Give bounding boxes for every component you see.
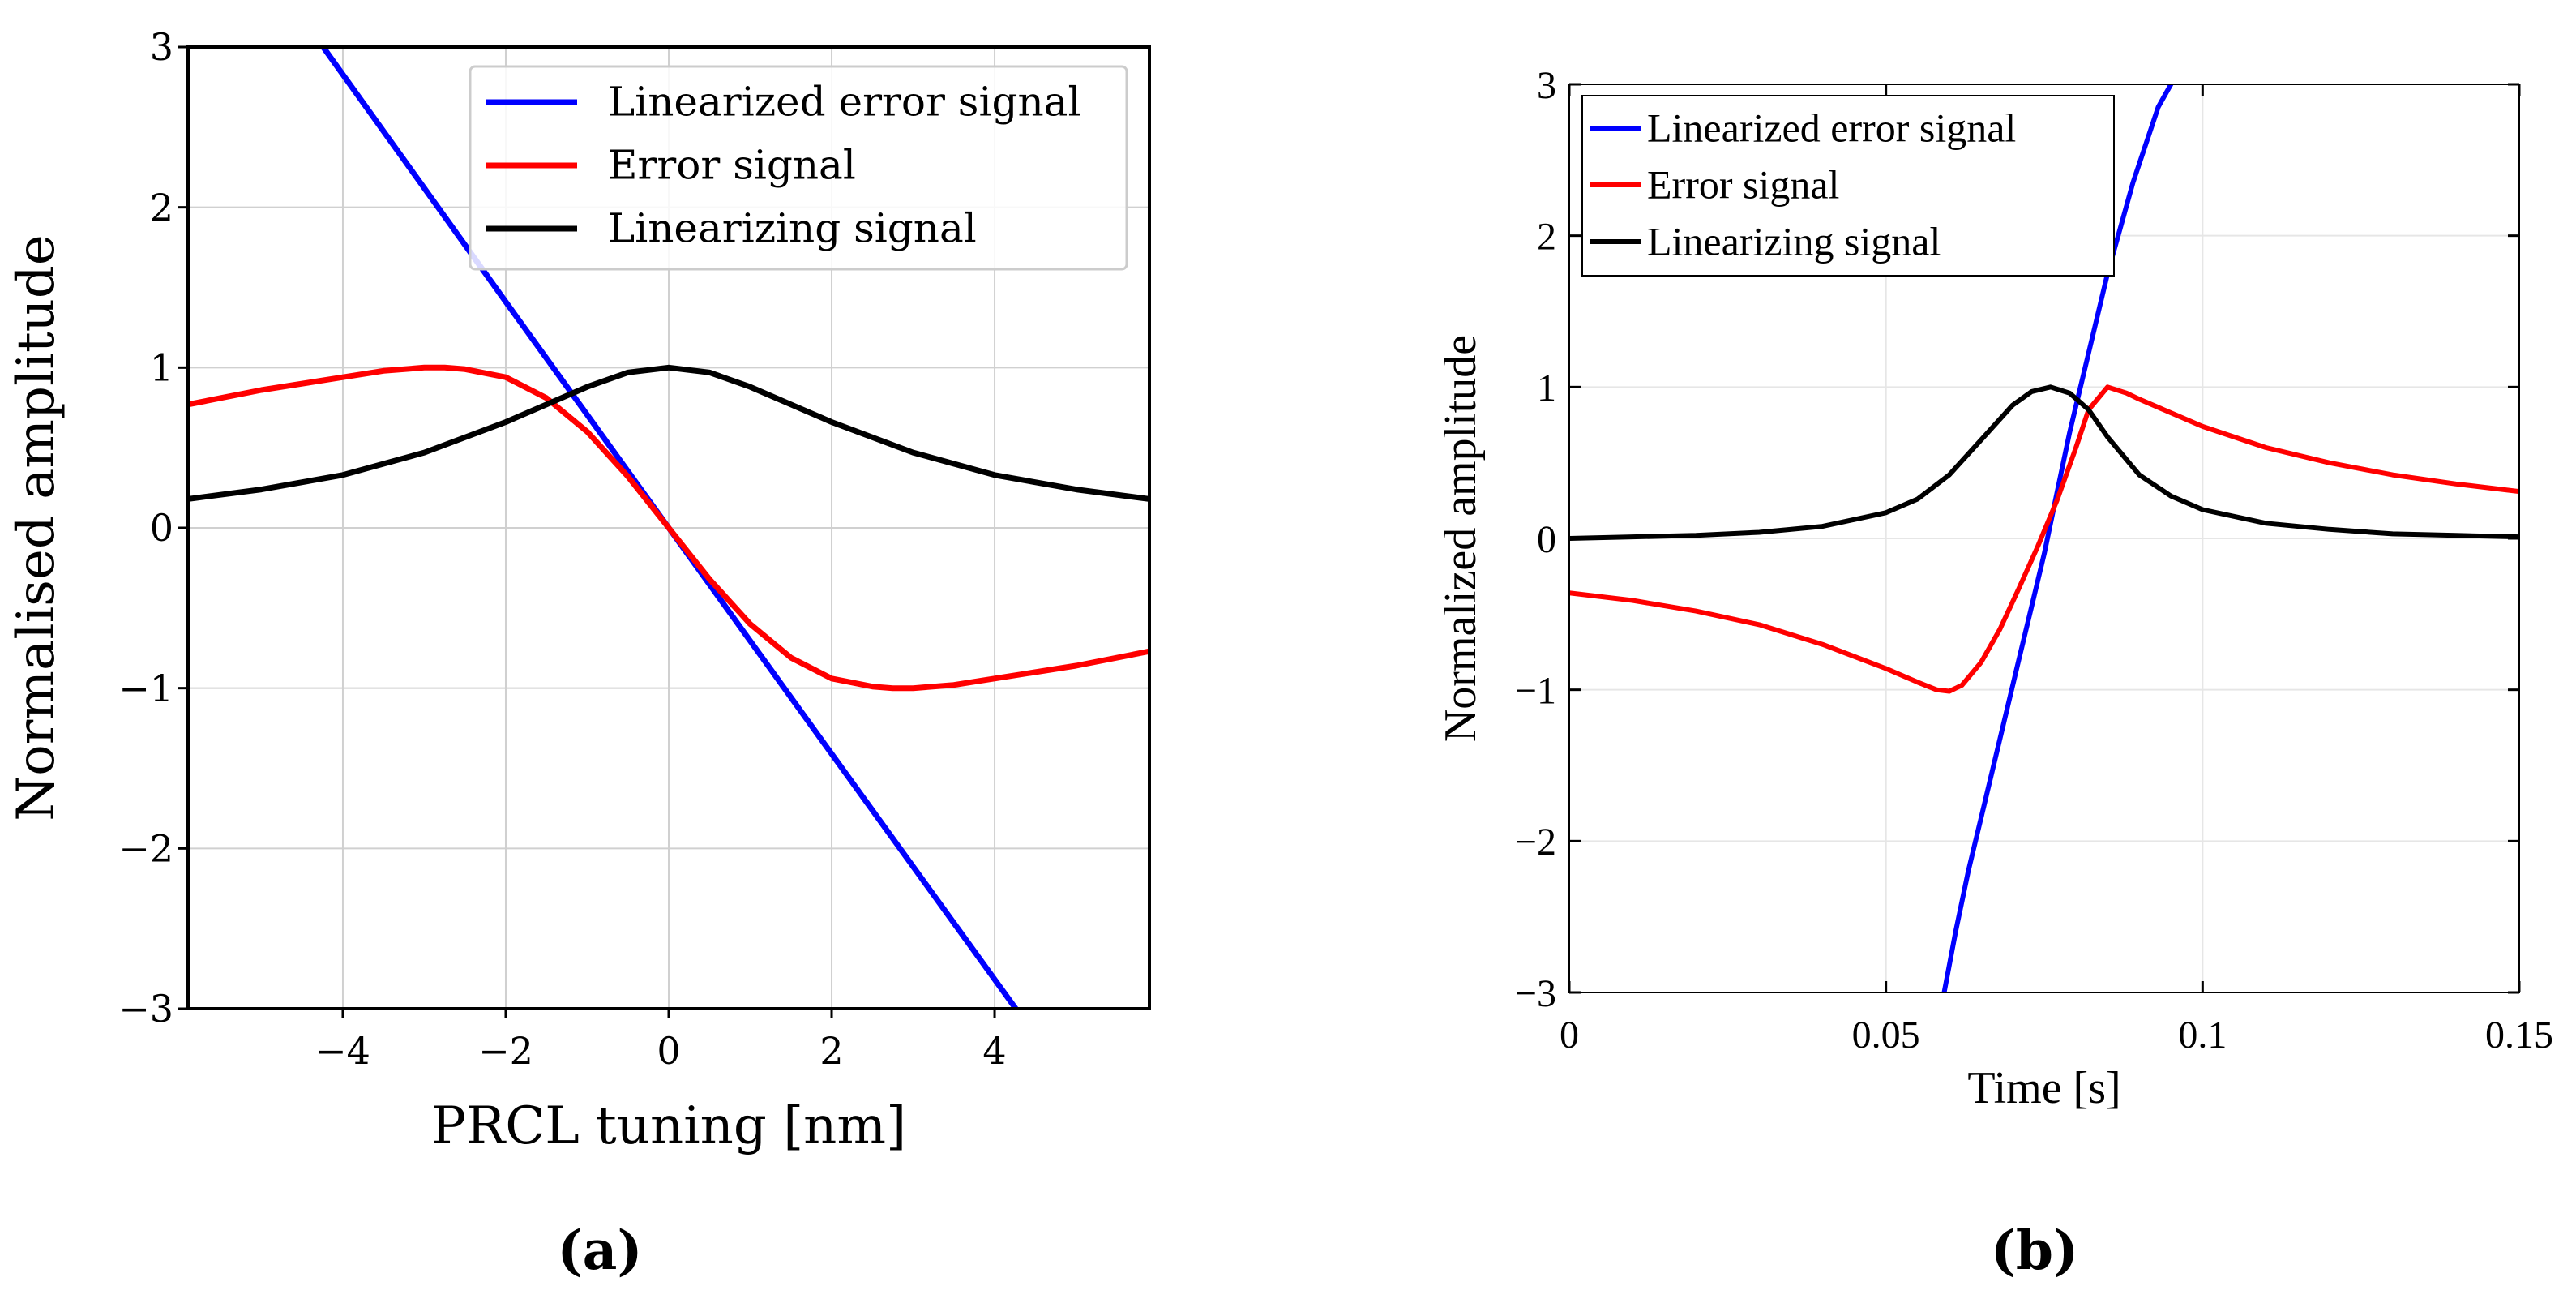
y-tick-label: 2 [150, 186, 173, 229]
y-tick-label: −1 [1515, 669, 1556, 712]
series-group-a [188, 47, 1149, 1009]
legend-a: Linearized error signal Error signal Linea… [469, 65, 1128, 271]
y-axis-label-a: Normalised amplitude [6, 234, 66, 821]
legend-label-linearizing-signal: Linearizing signal [1647, 219, 1941, 264]
y-tick-label: 3 [150, 25, 173, 69]
y-axis-label-b: Normalized amplitude [1436, 335, 1486, 742]
legend-label-linearized-error-signal: Linearized error signal [608, 79, 1080, 126]
series-line-linearizing-signal [188, 364, 1149, 502]
x-tick-label: 0 [657, 1029, 680, 1073]
chart-panel-a: −4 −2 0 2 4 −3 −2 −1 0 1 2 3 PRCL tuning [nm] Norma… [6, 25, 1151, 1282]
legend-box-a [469, 65, 1128, 271]
series-line-error-signal [1569, 384, 2519, 694]
x-tick-label: −2 [478, 1029, 533, 1073]
y-tick-label: −2 [1515, 821, 1556, 864]
x-tick-label: 2 [819, 1029, 843, 1073]
x-axis-label-a: PRCL tuning [nm] [431, 1096, 906, 1156]
y-tick-label: −2 [118, 826, 173, 870]
y-tick-label: 2 [1537, 215, 1556, 258]
legend-label-linearized-error-signal: Linearized error signal [1647, 105, 2016, 151]
legend-box-b [1581, 95, 2115, 277]
x-tick-label: 0.15 [2485, 1014, 2553, 1057]
x-tick-label: 0.1 [2178, 1014, 2227, 1057]
y-tick-label: 0 [1537, 518, 1556, 561]
legend-label-error-signal: Error signal [1647, 162, 1839, 208]
y-tick-label: −3 [1515, 972, 1556, 1015]
ticks-b: 0 0.05 0.1 0.15 −3 −2 −1 0 1 2 3 [1515, 64, 2553, 1057]
series-line-linearizing-signal [1569, 384, 2519, 541]
ticks-a: −4 −2 0 2 4 −3 −2 −1 0 1 2 3 [118, 25, 1006, 1073]
x-tick-label: −4 [315, 1029, 370, 1073]
panel-label-b: (b) [1991, 1219, 2079, 1282]
chart-panel-b: 0 0.05 0.1 0.15 −3 −2 −1 0 1 2 3 Time [s] Normaliz… [1436, 64, 2553, 1282]
y-tick-label: 0 [150, 506, 173, 550]
y-tick-label: 3 [1537, 64, 1556, 107]
y-tick-label: 1 [1537, 367, 1556, 409]
x-tick-label: 0.05 [1852, 1014, 1920, 1057]
legend-label-linearizing-signal: Linearizing signal [608, 205, 977, 252]
x-tick-label: 4 [982, 1029, 1006, 1073]
legend-b: Linearized error signal Error signal Linea… [1581, 95, 2115, 277]
series-group-b [1569, 84, 2519, 992]
x-axis-label-b: Time [s] [1967, 1063, 2120, 1113]
y-tick-label: −3 [118, 987, 173, 1031]
x-tick-label: 0 [1560, 1014, 1579, 1057]
series-line-error-signal [188, 364, 1149, 692]
panel-label-a: (a) [557, 1219, 642, 1282]
y-tick-label: 1 [150, 345, 173, 389]
series-line-linearized-error-signal [1941, 84, 2174, 992]
legend-label-error-signal: Error signal [608, 142, 856, 189]
y-tick-label: −1 [118, 667, 173, 710]
